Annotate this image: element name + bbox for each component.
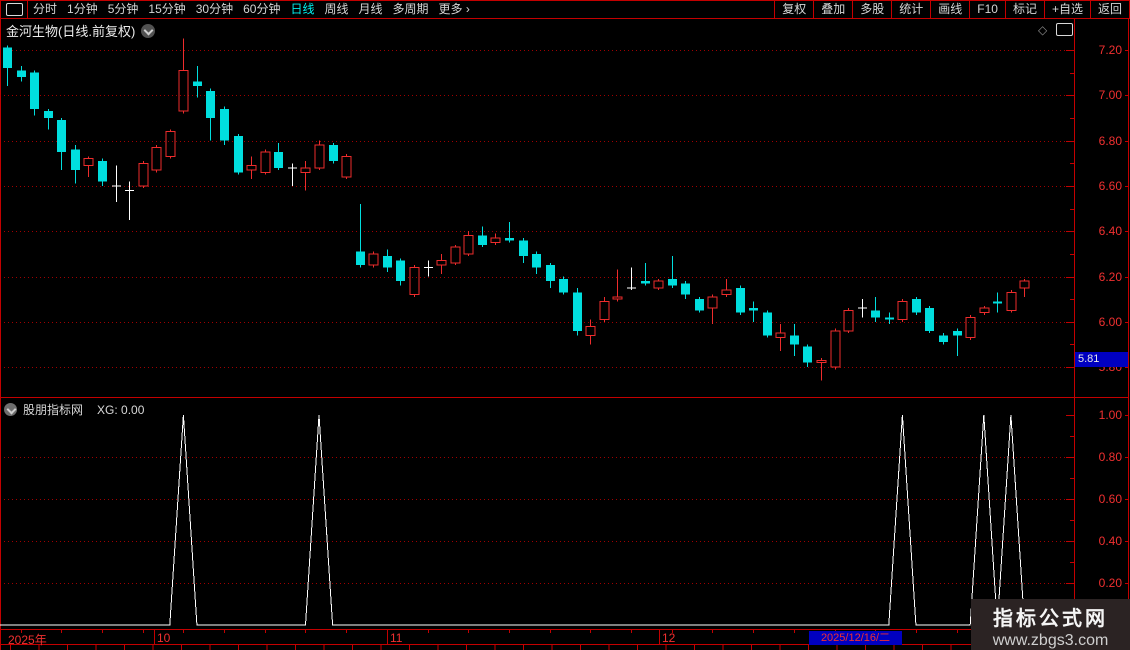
chart-corner-icons: ◇ bbox=[1038, 22, 1074, 37]
title-dropdown-icon[interactable] bbox=[141, 23, 156, 38]
top-menu-bar: 分时 1分钟 5分钟 15分钟 30分钟 60分钟 日线 周线 月线 多周期 更… bbox=[0, 0, 1130, 19]
price-tick-label: 6.20 bbox=[1098, 270, 1122, 284]
chart-title: 金河生物(日线.前复权) bbox=[6, 21, 156, 40]
watermark-title: 指标公式网 bbox=[993, 608, 1108, 630]
diamond-icon[interactable]: ◇ bbox=[1038, 22, 1048, 37]
price-tick-label: 6.80 bbox=[1098, 134, 1122, 148]
menu-item-weekly[interactable]: 周线 bbox=[324, 2, 349, 16]
indicator-tick-label: 0.40 bbox=[1098, 534, 1122, 548]
watermark-url: www.zbgs3.com bbox=[992, 632, 1109, 649]
timeline-month-label: 12 bbox=[662, 631, 676, 645]
price-tick-label: 6.40 bbox=[1098, 224, 1122, 238]
menu-item-multi-stock[interactable]: 多股 bbox=[852, 1, 891, 18]
menu-item-1min[interactable]: 1分钟 bbox=[67, 2, 98, 16]
last-price-marker: 5.81 bbox=[1075, 352, 1128, 367]
indicator-tick-label: 0.20 bbox=[1098, 576, 1122, 590]
window-layout-button[interactable] bbox=[1, 1, 28, 18]
price-tick-label: 7.00 bbox=[1098, 88, 1122, 102]
menu-item-more[interactable]: 更多 › bbox=[438, 2, 470, 16]
menu-item-stats[interactable]: 统计 bbox=[891, 1, 930, 18]
menu-item-monthly[interactable]: 月线 bbox=[358, 2, 383, 16]
indicator-name-label: 股朋指标网 bbox=[23, 403, 84, 417]
watermark: 指标公式网 www.zbgs3.com bbox=[971, 599, 1130, 650]
menu-item-5min[interactable]: 5分钟 bbox=[107, 2, 139, 16]
timeline-year-label: 2025年 bbox=[8, 633, 47, 647]
price-tick-label: 6.00 bbox=[1098, 315, 1122, 329]
menu-item-fenshi[interactable]: 分时 bbox=[33, 2, 58, 16]
menu-item-60min[interactable]: 60分钟 bbox=[243, 2, 281, 16]
menu-item-30min[interactable]: 30分钟 bbox=[195, 2, 234, 16]
timeline-month-label: 10 bbox=[157, 631, 171, 645]
side-panel-toggle-icon[interactable] bbox=[1056, 23, 1074, 36]
menu-item-15min[interactable]: 15分钟 bbox=[148, 2, 186, 16]
indicator-tick-label: 0.80 bbox=[1098, 450, 1122, 464]
indicator-dropdown-icon[interactable] bbox=[4, 403, 17, 416]
price-tick-label: 6.60 bbox=[1098, 179, 1122, 193]
panel-toggle-icon bbox=[5, 3, 23, 16]
timeline-month-label: 11 bbox=[390, 631, 403, 645]
menu-spacer bbox=[475, 1, 774, 18]
menu-item-daily[interactable]: 日线 bbox=[290, 2, 315, 16]
menu-item-mark[interactable]: 标记 bbox=[1004, 1, 1044, 18]
indicator-tick-label: 1.00 bbox=[1098, 408, 1122, 422]
indicator-tick-label: 0.60 bbox=[1098, 492, 1122, 506]
menu-item-overlay[interactable]: 叠加 bbox=[813, 1, 852, 18]
menu-item-multi-period[interactable]: 多周期 bbox=[392, 2, 429, 16]
indicator-value-label: XG: 0.00 bbox=[97, 402, 145, 417]
menu-item-fuquan[interactable]: 复权 bbox=[774, 1, 813, 18]
menu-item-add-watchlist[interactable]: +自选 bbox=[1043, 1, 1090, 18]
price-tick-label: 7.20 bbox=[1098, 43, 1122, 57]
current-date-marker: 2025/12/16/二 bbox=[809, 631, 902, 645]
menu-item-draw-line[interactable]: 画线 bbox=[930, 1, 969, 18]
stock-title-label: 金河生物(日线.前复权) bbox=[6, 24, 136, 39]
menu-item-f10[interactable]: F10 bbox=[969, 1, 1005, 18]
menu-item-back[interactable]: 返回 bbox=[1089, 1, 1129, 18]
indicator-header: 股朋指标网 XG: 0.00 bbox=[4, 401, 144, 418]
